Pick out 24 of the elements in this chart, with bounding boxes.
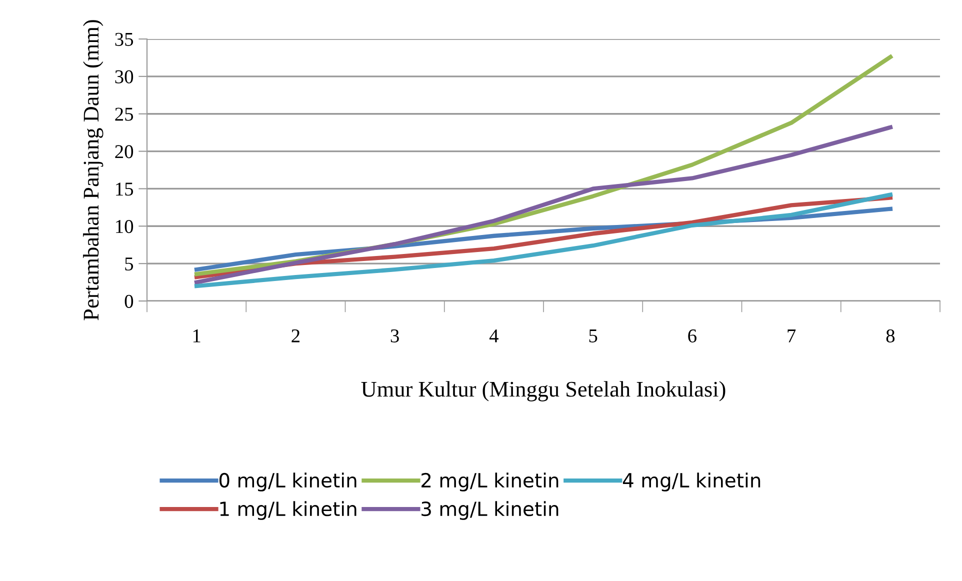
y-tick-label: 5 [125, 258, 134, 271]
legend-label: 4 mg/L kinetin [622, 472, 760, 492]
y-tick-label: 35 [115, 32, 134, 46]
y-tick-label: 25 [115, 108, 134, 121]
x-tick-label: 7 [788, 330, 796, 342]
legend-label: 1 mg/L kinetin [220, 501, 356, 520]
y-tick-label: 30 [115, 70, 134, 84]
x-tick-label: 4 [489, 329, 498, 342]
y-tick-label: 15 [116, 182, 134, 196]
y-tick-label: 20 [115, 145, 134, 158]
x-tick-label: 8 [886, 329, 895, 342]
x-tick-label: 3 [390, 329, 399, 342]
legend-label: 3 mg/L kinetin [422, 501, 558, 520]
line-series [194, 125, 893, 284]
legend-label: 0 mg/L kinetin [219, 472, 356, 492]
x-axis-title: Umur Kultur (Minggu Setelah Inokulasi) [361, 381, 726, 402]
x-tick-label: 2 [292, 329, 300, 342]
x-tick-label: 5 [589, 330, 598, 342]
y-tick-label: 0 [124, 294, 134, 308]
y-tick-label: 10 [116, 220, 134, 234]
y-axis-title: Pertambahan Panjang Daun (mm) [83, 20, 104, 320]
legend-label: 2 mg/L kinetin [422, 472, 558, 492]
x-tick-label: 1 [193, 329, 200, 342]
x-tick-label: 6 [688, 329, 696, 342]
